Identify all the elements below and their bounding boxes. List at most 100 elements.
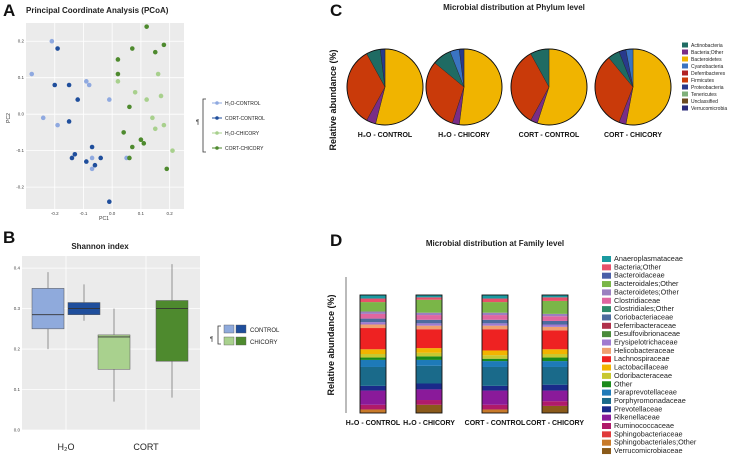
pcoa-point <box>75 97 81 102</box>
family-legend-swatch <box>602 272 611 279</box>
shannon-y-tick: 0.4 <box>14 266 21 271</box>
shannon-category-cort: CORT <box>133 442 159 452</box>
phylum-legend-swatch <box>682 84 688 90</box>
pcoa-y-axis-label: PC2 <box>6 113 12 123</box>
pcoa-point <box>84 79 89 84</box>
family-legend-swatch <box>602 264 611 271</box>
family-legend-swatch <box>602 314 611 321</box>
family-bar-segment <box>416 312 442 316</box>
pcoa-legend-marker <box>215 101 219 105</box>
family-bar-segment <box>360 357 386 360</box>
phylum-legend-swatch <box>682 98 688 104</box>
shannon-legend-label: CONTROL <box>250 328 280 334</box>
pcoa-y-tick: -0.1 <box>16 148 24 153</box>
family-bar-segment <box>482 366 508 386</box>
family-bar-segment <box>360 366 386 386</box>
panel-b-label: B <box>3 228 15 247</box>
family-bar-segment <box>542 357 568 362</box>
family-bar-segment <box>542 361 568 367</box>
pcoa-point <box>150 115 155 121</box>
pcoa-legend: ¶ H₂O-CONTROL CORT-CONTROL H₂O-CHICORY CORT-… <box>196 98 265 153</box>
family-legend-label: Rikenellaceae <box>614 413 660 422</box>
pcoa-point <box>49 38 55 44</box>
pcoa-point <box>127 104 132 110</box>
pcoa-point <box>161 42 167 48</box>
family-bar-segment <box>360 385 386 391</box>
pcoa-plot-area <box>26 23 184 209</box>
pcoa-y-tick: 0.1 <box>18 75 25 80</box>
family-bar-segment <box>482 325 508 330</box>
panel-c-label: C <box>330 1 342 20</box>
family-legend-swatch <box>602 397 611 404</box>
pcoa-legend-label: CORT-CHICORY <box>225 146 264 152</box>
family-bar-segment <box>482 409 508 413</box>
pcoa-y-tick: -0.2 <box>16 185 24 190</box>
family-category-label: H₂O - CHICORY <box>403 420 455 427</box>
family-bar-segment <box>416 359 442 366</box>
family-legend-swatch <box>602 406 611 413</box>
family-bar-segment <box>482 323 508 326</box>
family-bar-segment <box>542 354 568 358</box>
family-legend-label: Porphyromonadaceae <box>614 396 686 405</box>
pcoa-point <box>66 119 72 124</box>
phylum-pie-outline <box>594 48 672 126</box>
pcoa-legend-marker <box>215 116 219 120</box>
family-bar-segment <box>416 297 442 300</box>
family-bar-segment <box>542 313 568 317</box>
pcoa-point <box>127 155 132 161</box>
family-bar-segment <box>416 352 442 357</box>
shannon-y-tick: 0.0 <box>14 428 21 433</box>
family-bar-segment <box>482 404 508 410</box>
pcoa-point <box>40 115 46 121</box>
family-legend-swatch <box>602 347 611 354</box>
family-bar-segment <box>416 319 442 324</box>
pcoa-point <box>69 155 75 161</box>
family-bar-segment <box>360 313 386 319</box>
phylum-legend-swatch <box>682 42 688 48</box>
phylum-legend-swatch <box>682 70 688 76</box>
pcoa-point <box>121 130 126 135</box>
family-bar-segment <box>482 302 508 313</box>
family-legend-swatch <box>602 423 611 429</box>
shannon-tick-labels: 0.4 0.3 0.2 0.1 0.0 <box>14 266 21 433</box>
phylum-y-axis-label: Relative abundance (%) <box>328 49 338 150</box>
pcoa-point <box>98 155 103 161</box>
pcoa-point <box>144 24 149 29</box>
family-bar-segment <box>482 355 508 359</box>
family-bar-outline <box>415 294 443 414</box>
family-y-axis-label: Relative abundance (%) <box>326 294 336 395</box>
family-legend-label: Sphingobacteriaceae <box>614 429 683 438</box>
family-bar-segment <box>482 295 508 299</box>
family-legend-label: Bacteroidaceae <box>614 271 665 280</box>
family-bar-segment <box>482 315 508 320</box>
phylum-legend-label: Actinobacteria <box>691 43 723 49</box>
family-legend-swatch <box>602 364 611 371</box>
family-bar-segment <box>482 329 508 351</box>
pcoa-x-tick: 0.2 <box>167 211 174 216</box>
shannon-boxes <box>31 264 189 402</box>
family-bar-segment <box>542 320 568 325</box>
pcoa-point <box>161 122 167 128</box>
family-title: Microbial distribution at Family level <box>426 239 564 248</box>
family-category-label: CORT - CONTROL <box>465 420 526 427</box>
family-bar-segment <box>482 312 508 316</box>
family-category-label: H₂O - CONTROL <box>346 420 401 427</box>
pcoa-point <box>152 49 158 55</box>
family-legend-swatch <box>602 389 611 396</box>
family-bar-segment <box>360 318 386 323</box>
phylum-legend-label: Verrucomicrobia <box>691 106 727 112</box>
pcoa-point <box>86 82 92 88</box>
family-bar-segment <box>542 390 568 402</box>
family-legend-swatch <box>602 448 611 455</box>
phylum-legend-label: Proteobacteria <box>691 85 724 91</box>
family-legend-swatch <box>602 256 611 262</box>
shannon-category-h2o: H₂O <box>58 442 75 452</box>
family-legend-label: Bacteroidetes;Other <box>614 287 679 296</box>
shannon-y-tick: 0.3 <box>14 306 21 311</box>
family-legend-swatch <box>602 331 611 338</box>
family-bar-segment <box>416 356 442 360</box>
family-legend-label: Erysipelotrichaceae <box>614 338 678 347</box>
phylum-legend: ActinobacteriaBacteria;OtherBacteroidete… <box>682 42 727 112</box>
pcoa-x-axis-label: PC1 <box>99 216 109 222</box>
family-legend-label: Odoribacteraceae <box>614 371 672 380</box>
